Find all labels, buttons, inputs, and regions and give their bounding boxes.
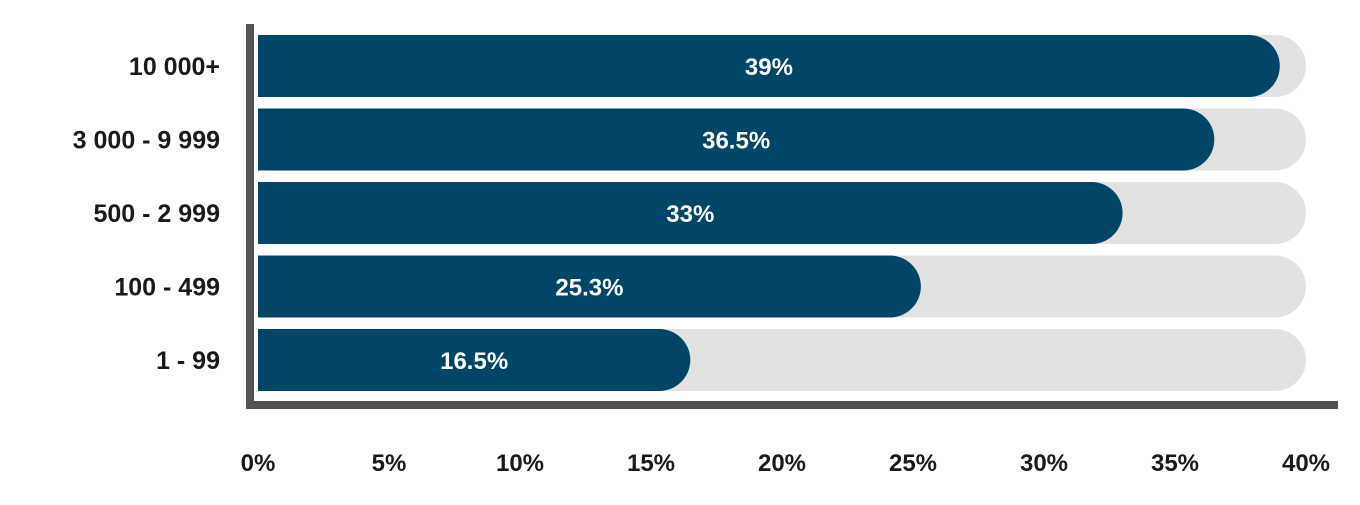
bar <box>258 182 1123 244</box>
category-labels: 10 000+ 3 000 - 9 999 500 - 2 999 100 - 499… <box>73 53 220 375</box>
x-tick-label: 15% <box>627 450 675 477</box>
bar <box>258 255 921 318</box>
x-tick-label: 10% <box>496 450 544 477</box>
bar-value-labels: 39% 36.5% 33% 25.3% 16.5% <box>440 54 793 375</box>
bar <box>258 329 691 391</box>
x-tick-label: 20% <box>758 450 806 477</box>
x-tick-label: 40% <box>1282 450 1330 477</box>
bar-value-label: 16.5% <box>440 348 508 375</box>
bar <box>258 108 1215 171</box>
bar <box>258 35 1280 97</box>
x-tick-label: 5% <box>372 450 407 477</box>
bar-value-label: 25.3% <box>555 275 623 302</box>
category-label: 1 - 99 <box>156 347 220 375</box>
x-tick-labels: 0% 5% 10% 15% 20% 25% 30% 35% 40% <box>241 450 1330 477</box>
x-tick-label: 35% <box>1151 450 1199 477</box>
bars <box>258 35 1280 391</box>
category-label: 10 000+ <box>129 53 220 81</box>
category-label: 500 - 2 999 <box>94 200 221 228</box>
x-tick-label: 25% <box>889 450 937 477</box>
bar-value-label: 39% <box>745 54 793 81</box>
axes <box>246 24 1338 409</box>
x-tick-label: 30% <box>1020 450 1068 477</box>
category-label: 3 000 - 9 999 <box>73 127 220 155</box>
bar-value-label: 33% <box>666 201 714 228</box>
bar-value-label: 36.5% <box>702 128 770 155</box>
category-label: 100 - 499 <box>114 274 220 302</box>
x-tick-label: 0% <box>241 450 276 477</box>
